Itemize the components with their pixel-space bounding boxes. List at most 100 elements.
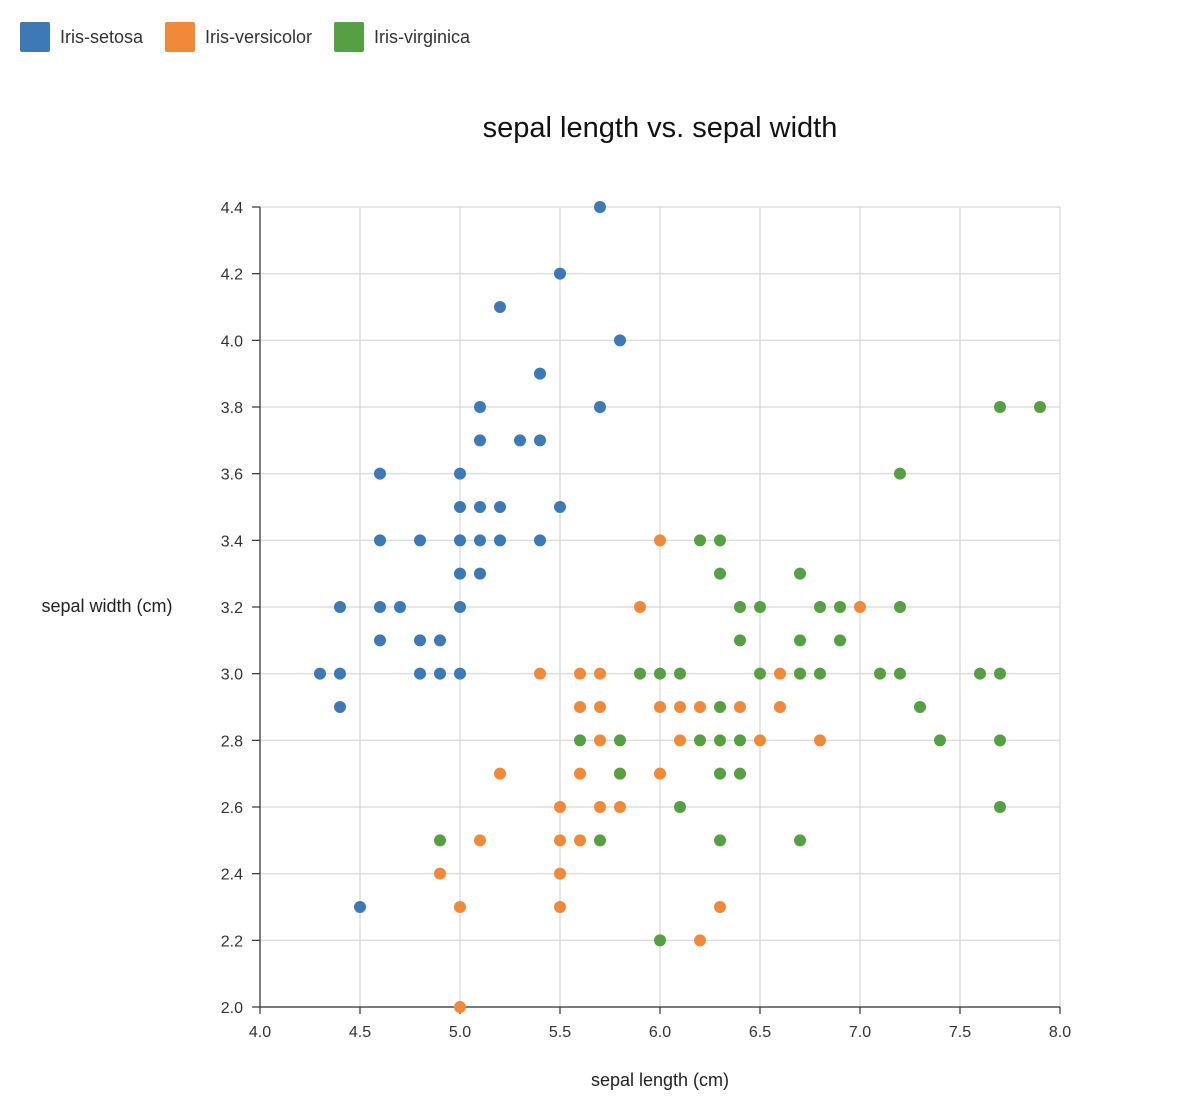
- data-point: [474, 534, 486, 547]
- data-point: [734, 734, 746, 747]
- data-point: [534, 667, 546, 680]
- y-tick-label: 2.4: [221, 867, 243, 884]
- data-point: [454, 501, 466, 513]
- y-tick-label: 3.8: [221, 400, 243, 417]
- data-point: [794, 634, 806, 647]
- data-point: [494, 767, 506, 780]
- data-point: [854, 601, 866, 613]
- data-point: [314, 667, 326, 680]
- data-point: [694, 534, 706, 547]
- data-point: [634, 601, 646, 613]
- x-tick-label: 6.5: [749, 1024, 771, 1041]
- data-point: [374, 534, 386, 547]
- data-point: [814, 734, 826, 747]
- legend-label: Iris-versicolor: [205, 26, 313, 47]
- y-tick-label: 2.2: [221, 933, 243, 950]
- x-tick-label: 7.5: [949, 1024, 971, 1041]
- data-point: [894, 467, 906, 480]
- y-tick-label: 4.4: [221, 200, 243, 217]
- legend-swatch: [165, 22, 196, 52]
- data-point: [754, 734, 766, 747]
- data-point: [714, 534, 726, 547]
- data-point: [734, 601, 746, 613]
- data-point: [834, 634, 846, 647]
- legend-item: Iris-virginica: [334, 22, 470, 52]
- legend-item: Iris-setosa: [20, 22, 143, 52]
- data-point: [334, 701, 346, 713]
- data-point: [614, 801, 626, 813]
- data-point: [434, 834, 446, 847]
- data-point: [494, 301, 506, 313]
- data-point: [714, 734, 726, 747]
- data-point: [534, 434, 546, 447]
- x-tick-label: 8.0: [1049, 1024, 1071, 1041]
- data-point: [454, 667, 466, 680]
- data-point: [434, 867, 446, 880]
- y-tick-label: 2.0: [221, 1000, 243, 1017]
- data-point: [994, 401, 1006, 413]
- data-point: [994, 667, 1006, 680]
- data-point: [434, 634, 446, 647]
- data-point: [614, 734, 626, 747]
- data-point: [374, 601, 386, 613]
- data-point: [814, 667, 826, 680]
- data-point: [994, 801, 1006, 813]
- data-point: [714, 701, 726, 713]
- data-point: [654, 534, 666, 547]
- data-point: [1034, 401, 1046, 413]
- data-point: [714, 901, 726, 913]
- data-point: [654, 767, 666, 780]
- data-point: [714, 834, 726, 847]
- data-point: [454, 467, 466, 480]
- legend: Iris-setosa Iris-versicolor Iris-virginica: [20, 22, 492, 52]
- data-point: [734, 767, 746, 780]
- data-point: [474, 834, 486, 847]
- data-point: [394, 601, 406, 613]
- data-point: [594, 401, 606, 413]
- data-point: [714, 767, 726, 780]
- data-point: [714, 567, 726, 580]
- x-axis-label: sepal length (cm): [591, 1070, 729, 1090]
- data-point: [594, 734, 606, 747]
- x-tick-label: 4.0: [249, 1024, 271, 1041]
- data-point: [834, 601, 846, 613]
- data-point: [454, 567, 466, 580]
- data-point: [474, 501, 486, 513]
- data-point: [914, 701, 926, 713]
- data-point: [774, 667, 786, 680]
- x-tick-label: 6.0: [649, 1024, 671, 1041]
- legend-swatch: [334, 22, 365, 52]
- data-point: [454, 601, 466, 613]
- data-point: [994, 734, 1006, 747]
- data-point: [414, 534, 426, 547]
- data-point: [674, 734, 686, 747]
- data-point: [694, 734, 706, 747]
- data-point: [794, 834, 806, 847]
- data-point: [534, 534, 546, 547]
- data-point: [674, 701, 686, 713]
- y-axis-label: sepal width (cm): [41, 596, 172, 616]
- data-point: [774, 701, 786, 713]
- data-point: [494, 501, 506, 513]
- data-point: [354, 901, 366, 913]
- y-tick-label: 3.6: [221, 467, 243, 484]
- y-tick-label: 2.6: [221, 800, 243, 817]
- data-point: [434, 667, 446, 680]
- data-point: [694, 701, 706, 713]
- data-point: [594, 801, 606, 813]
- data-point: [894, 667, 906, 680]
- data-point: [574, 767, 586, 780]
- legend-item: Iris-versicolor: [165, 22, 312, 52]
- data-point: [594, 701, 606, 713]
- chart-title: sepal length vs. sepal width: [482, 112, 838, 144]
- y-tick-label: 4.0: [221, 333, 243, 350]
- data-point: [374, 467, 386, 480]
- series-iris-setosa: [314, 201, 626, 913]
- data-point: [974, 667, 986, 680]
- data-point: [554, 267, 566, 280]
- data-point: [654, 701, 666, 713]
- data-point: [574, 734, 586, 747]
- data-point: [474, 567, 486, 580]
- data-point: [614, 767, 626, 780]
